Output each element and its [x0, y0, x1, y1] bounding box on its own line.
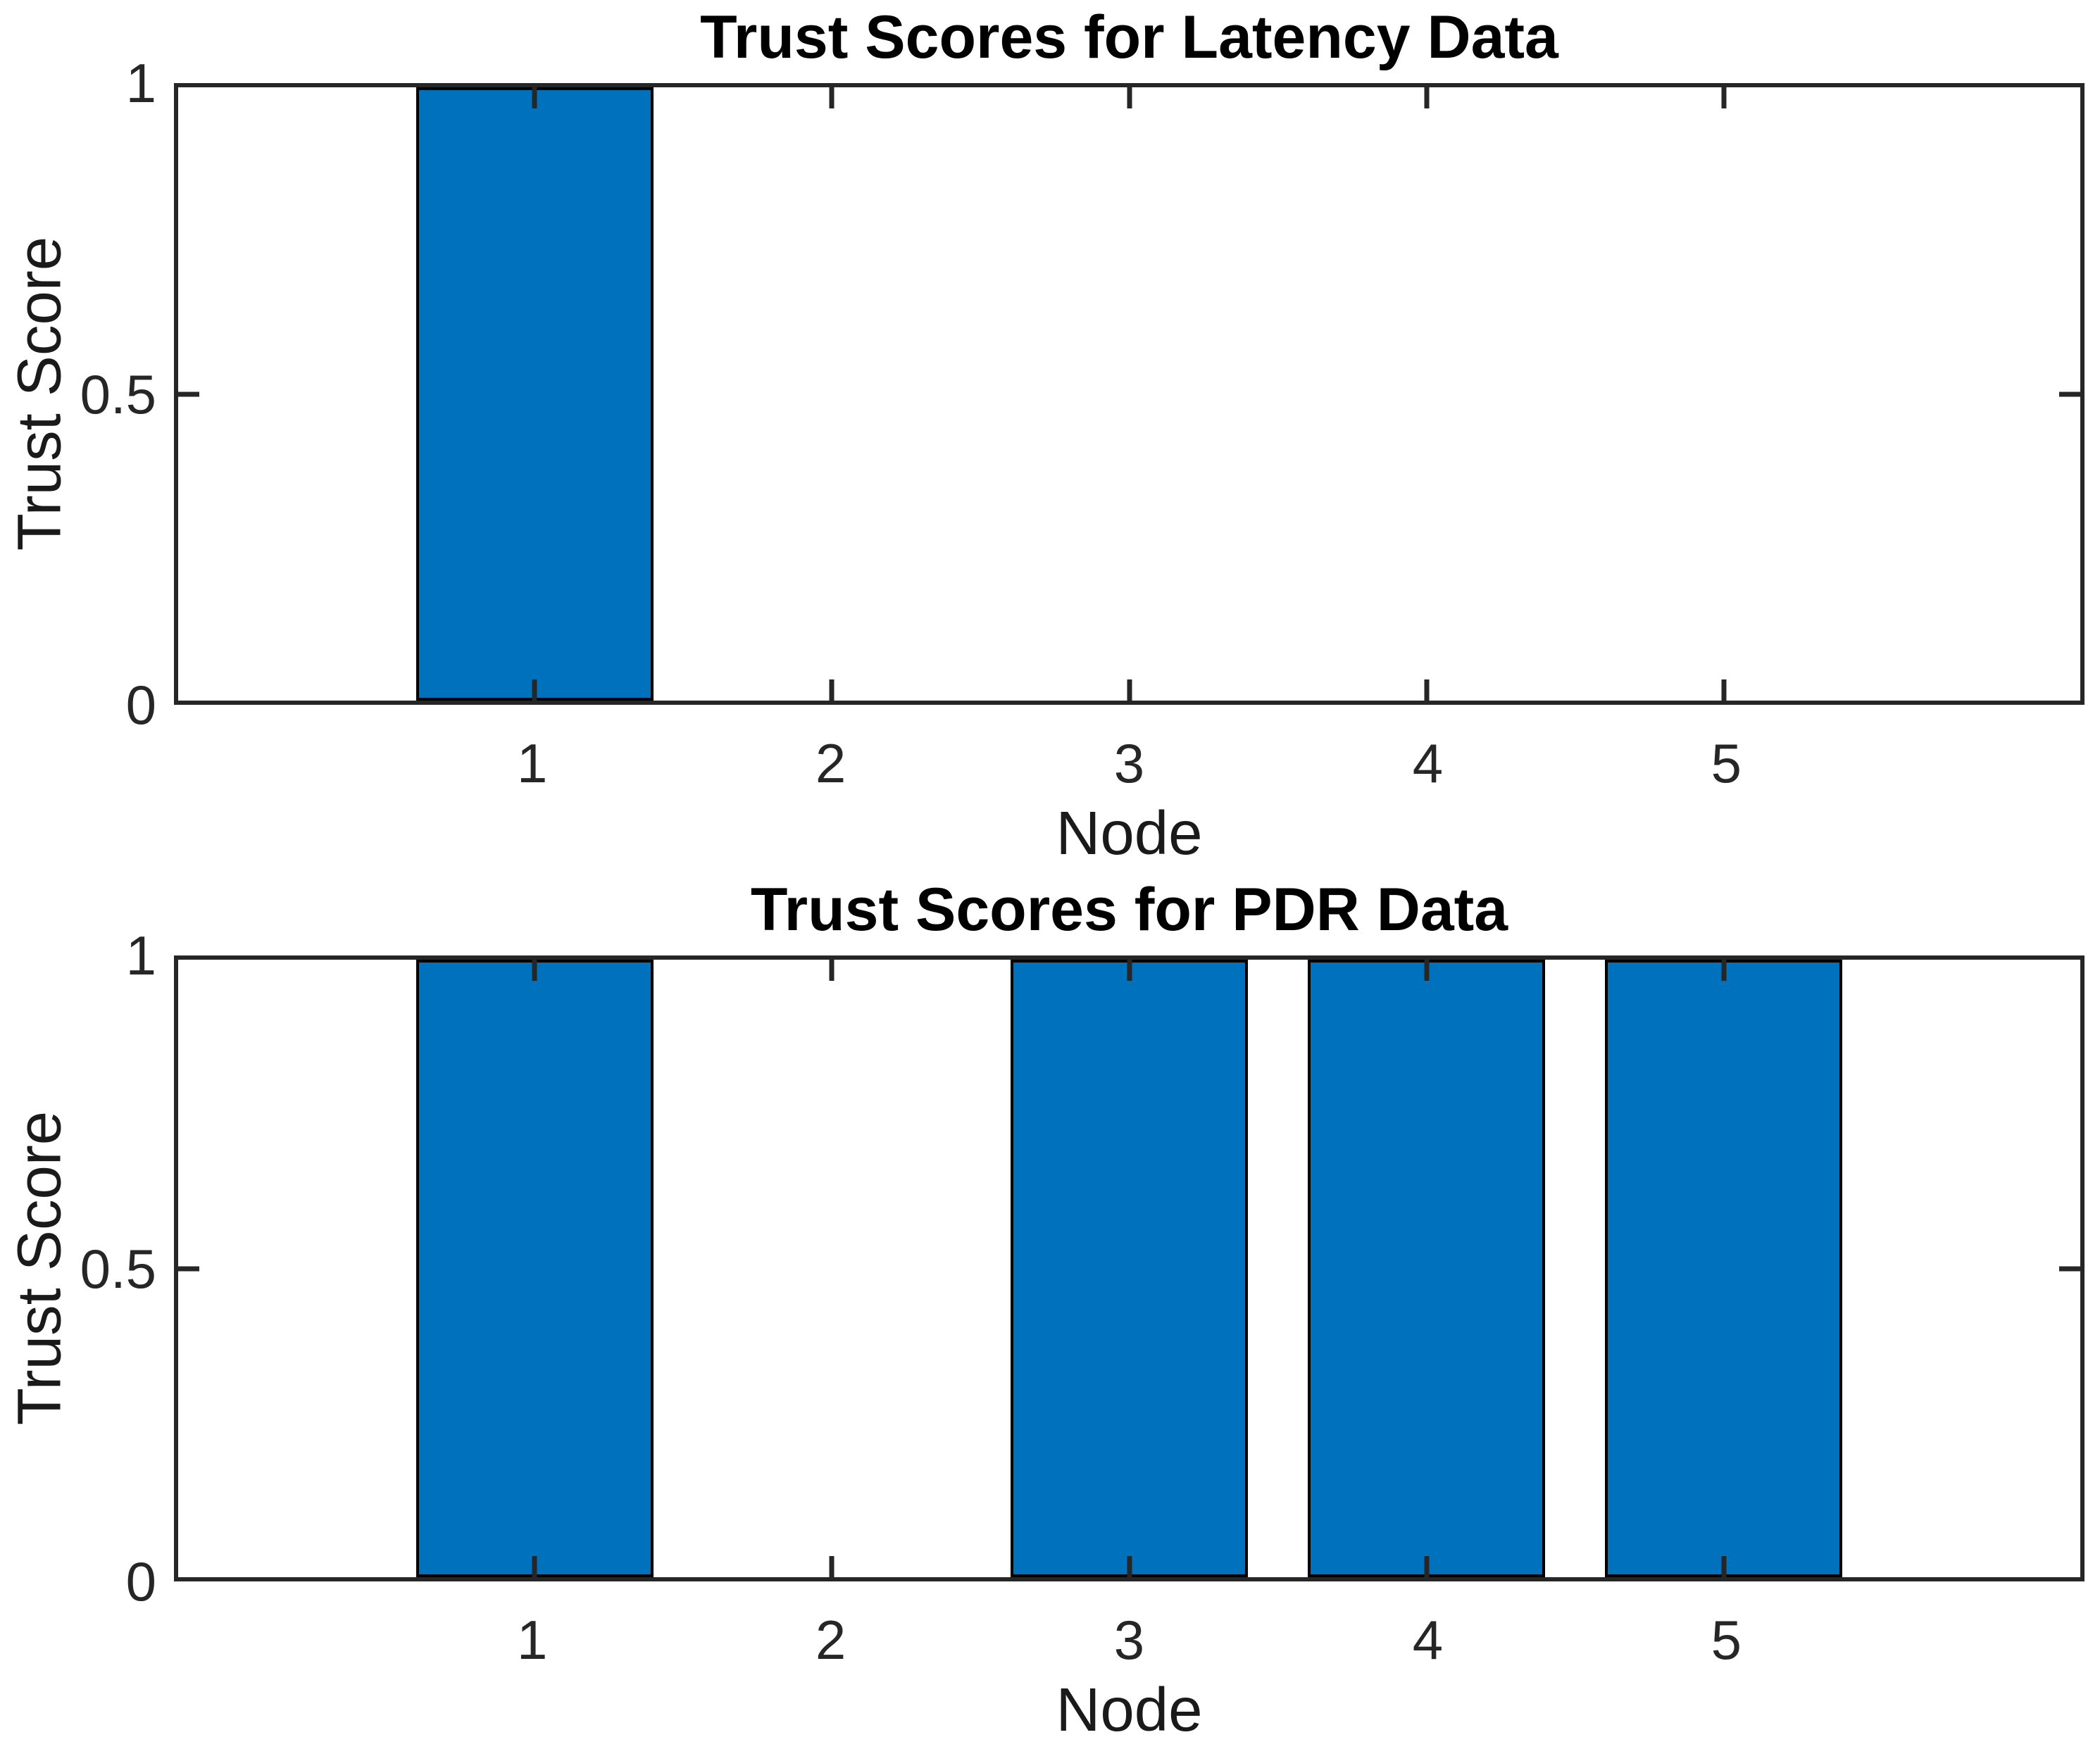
- y-tick-mark: [178, 391, 199, 396]
- x-tick-mark: [1127, 960, 1132, 981]
- x-tick-label: 1: [516, 1609, 548, 1671]
- x-tick-mark: [1721, 87, 1727, 108]
- x-tick-mark: [829, 960, 835, 981]
- x-tick-mark: [532, 679, 537, 701]
- y-axis-label: Trust Score: [5, 236, 74, 551]
- x-tick-label: 4: [1412, 732, 1444, 794]
- bar-node-1: [415, 960, 654, 1577]
- x-tick-label: 5: [1711, 1609, 1742, 1671]
- bar-node-1: [415, 87, 654, 701]
- plot-area: [174, 955, 2085, 1581]
- x-tick-mark: [1127, 679, 1132, 701]
- y-tick-mark: [2059, 391, 2080, 396]
- bar-node-5: [1604, 960, 1843, 1577]
- x-tick-mark: [532, 1556, 537, 1577]
- bar-node-4: [1307, 960, 1546, 1577]
- x-tick-label: 3: [1113, 1609, 1145, 1671]
- y-tick-label: 0.5: [80, 363, 156, 425]
- y-tick-labels: 0 0.5 1: [21, 56, 156, 732]
- x-axis-label: Node: [1056, 799, 1203, 867]
- x-tick-labels: 1 2 3 4 5: [174, 732, 2085, 796]
- plot-area: [174, 83, 2085, 705]
- x-tick-label: 4: [1412, 1609, 1444, 1671]
- x-tick-mark: [829, 1556, 835, 1577]
- x-tick-labels: 1 2 3 4 5: [174, 1609, 2085, 1672]
- x-tick-mark: [1424, 87, 1430, 108]
- y-tick-label: 0: [125, 1550, 156, 1612]
- x-axis-label: Node: [1056, 1676, 1203, 1744]
- y-tick-label: 0: [125, 674, 156, 736]
- x-tick-label: 2: [815, 732, 846, 794]
- chart-title: Trust Scores for PDR Data: [750, 876, 1508, 944]
- y-axis-label: Trust Score: [5, 1110, 74, 1426]
- x-tick-mark: [1721, 1556, 1727, 1577]
- x-tick-label: 2: [815, 1609, 846, 1671]
- x-tick-mark: [1721, 960, 1727, 981]
- y-tick-labels: 0 0.5 1: [21, 928, 156, 1609]
- y-tick-mark: [178, 1266, 199, 1271]
- x-tick-label: 1: [516, 732, 548, 794]
- x-tick-mark: [829, 679, 835, 701]
- y-tick-label: 1: [125, 52, 156, 114]
- x-tick-mark: [1127, 1556, 1132, 1577]
- x-tick-mark: [1721, 679, 1727, 701]
- x-tick-label: 3: [1113, 732, 1145, 794]
- bar-node-3: [1010, 960, 1249, 1577]
- x-tick-mark: [1424, 679, 1430, 701]
- chart-title: Trust Scores for Latency Data: [700, 4, 1558, 71]
- x-tick-mark: [532, 960, 537, 981]
- x-tick-mark: [1424, 960, 1430, 981]
- x-tick-mark: [532, 87, 537, 108]
- y-tick-label: 0.5: [80, 1237, 156, 1300]
- x-tick-mark: [829, 87, 835, 108]
- y-tick-label: 1: [125, 924, 156, 986]
- x-tick-mark: [1424, 1556, 1430, 1577]
- x-tick-label: 5: [1711, 732, 1742, 794]
- x-tick-mark: [1127, 87, 1132, 108]
- y-tick-mark: [2059, 1266, 2080, 1271]
